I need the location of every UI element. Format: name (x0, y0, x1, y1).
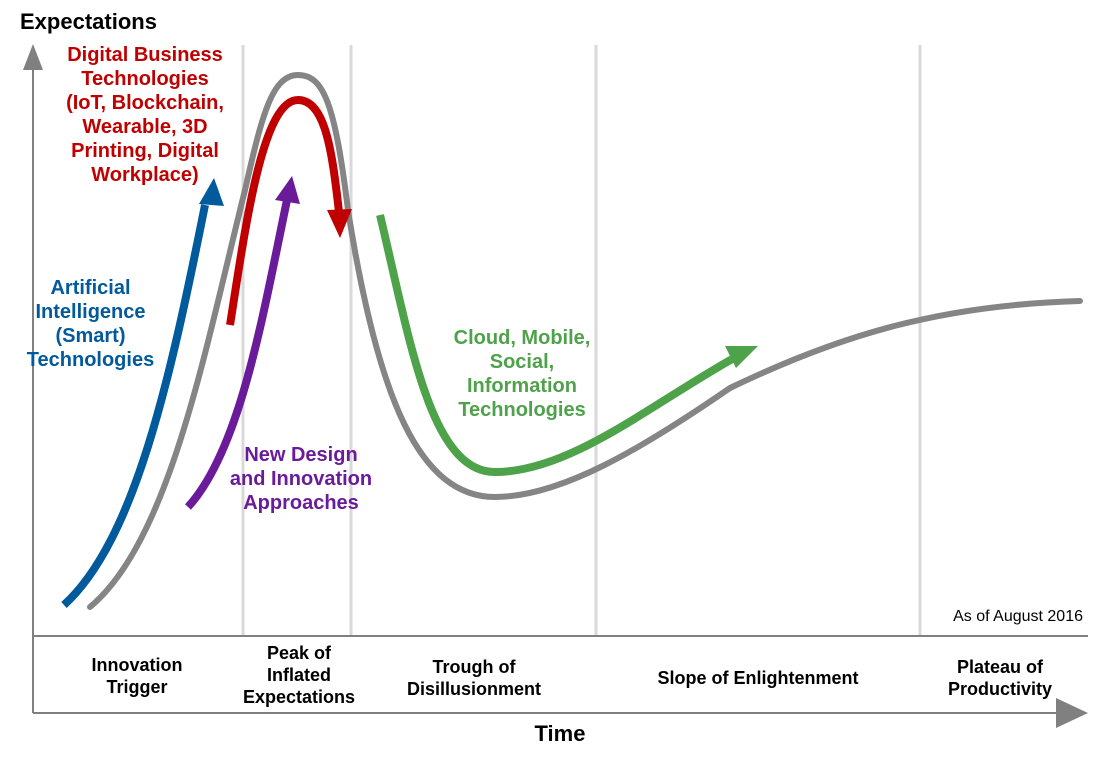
cloud-mobile-label: Cloud, Mobile, Social, Information Techn… (453, 327, 591, 421)
x-axis-label: Time (534, 721, 586, 746)
cloud-mobile-arrow (376, 214, 758, 477)
y-axis-label: Expectations (20, 9, 157, 34)
phase-plateau-productivity: Plateau of Productivity (947, 657, 1053, 699)
design-innovation-arrow (185, 176, 300, 510)
ai-label: Artificial Intelligence (Smart) Technolo… (26, 277, 155, 371)
x-axis-arrowhead (1056, 698, 1088, 728)
phase-innovation-trigger: Innovation Trigger (91, 655, 183, 697)
y-axis-arrowhead (23, 44, 43, 70)
date-note: As of August 2016 (953, 608, 1083, 625)
phase-trough-disillusionment: Trough of Disillusionment (406, 657, 541, 699)
ai-arrow (61, 178, 224, 608)
digital-business-arrow (226, 95, 352, 326)
design-innovation-label: New Design and Innovation Approaches (229, 444, 373, 514)
axes (23, 44, 1088, 728)
hype-curve (87, 71, 1083, 610)
phase-dividers (241, 45, 922, 636)
digital-business-label: Digital Business Technologies (IoT, Bloc… (66, 44, 224, 186)
phase-peak-inflated-expectations: Peak of Inflated Expectations (242, 643, 356, 707)
phase-slope-enlightenment: Slope of Enlightenment (657, 668, 859, 688)
